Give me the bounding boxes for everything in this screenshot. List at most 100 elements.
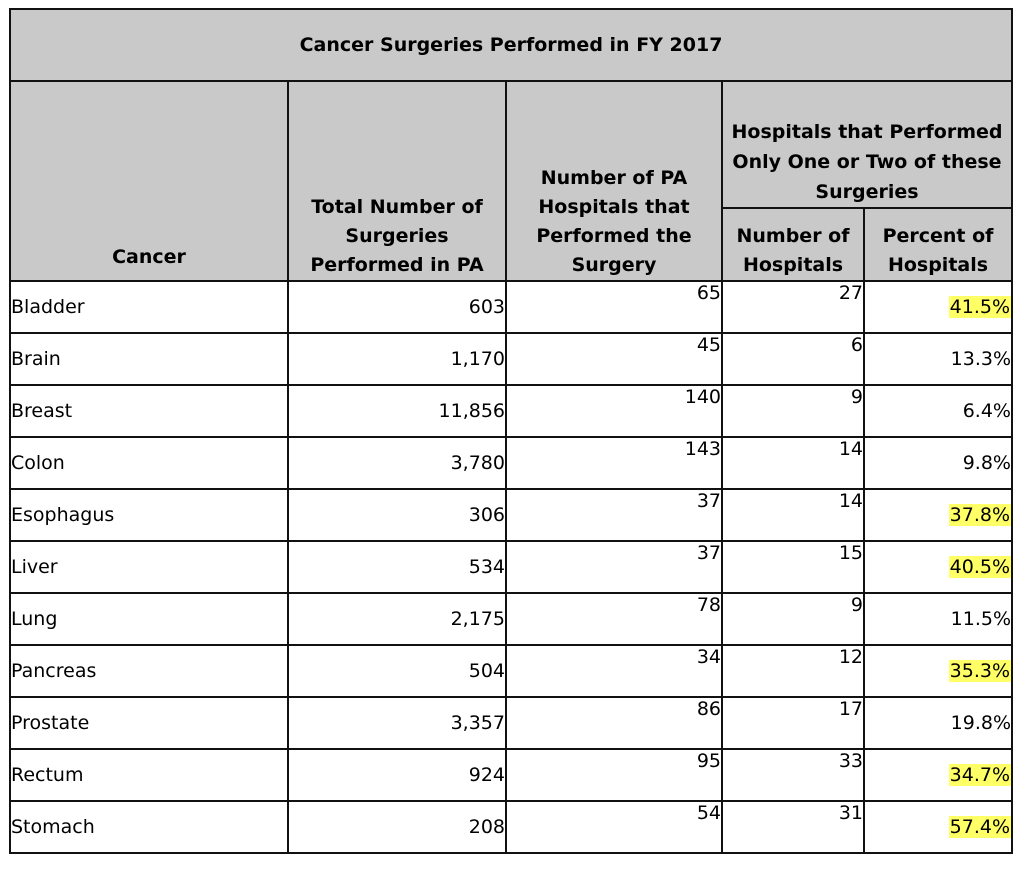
cell-cancer: Prostate bbox=[9, 696, 289, 750]
table-body: Bladder 603 65 27 41.5% Brain 1,170 45 6 13.3% Bre… bbox=[9, 280, 1013, 854]
cell-number-of-pa-hospitals: 34 bbox=[505, 644, 723, 698]
cell-cancer-text: Rectum bbox=[11, 764, 84, 786]
header-cancer: Cancer bbox=[9, 80, 289, 282]
cell-number-of-hospitals-text: 14 bbox=[838, 490, 863, 512]
cell-number-of-pa-hospitals-text: 45 bbox=[696, 334, 721, 356]
cell-number-of-hospitals: 14 bbox=[721, 436, 865, 490]
cell-total-surgeries-text: 3,780 bbox=[450, 452, 505, 474]
highlighted-percent: 41.5% bbox=[948, 296, 1011, 318]
cell-percent-of-hospitals: 11.5% bbox=[863, 592, 1013, 646]
cell-number-of-hospitals: 31 bbox=[721, 800, 865, 854]
cell-number-of-pa-hospitals: 86 bbox=[505, 696, 723, 750]
cell-cancer-text: Stomach bbox=[11, 816, 95, 838]
cell-percent-of-hospitals: 35.3% bbox=[863, 644, 1013, 698]
cell-percent-of-hospitals-text: 9.8% bbox=[962, 452, 1011, 474]
cell-percent-of-hospitals: 41.5% bbox=[863, 280, 1013, 334]
table-row: Liver 534 37 15 40.5% bbox=[9, 540, 1013, 594]
cell-number-of-pa-hospitals: 37 bbox=[505, 488, 723, 542]
cell-number-of-pa-hospitals-text: 143 bbox=[684, 438, 721, 460]
cell-total-surgeries: 3,357 bbox=[287, 696, 507, 750]
cell-number-of-pa-hospitals-text: 95 bbox=[696, 750, 721, 772]
cell-cancer: Stomach bbox=[9, 800, 289, 854]
cell-percent-of-hospitals-text: 19.8% bbox=[950, 712, 1011, 734]
cell-total-surgeries-text: 11,856 bbox=[438, 400, 505, 422]
cell-percent-of-hospitals: 57.4% bbox=[863, 800, 1013, 854]
cell-percent-of-hospitals: 19.8% bbox=[863, 696, 1013, 750]
header-number-of-hospitals-sub: Number of Hospitals bbox=[721, 207, 865, 282]
cell-number-of-hospitals-text: 6 bbox=[850, 334, 863, 356]
cell-percent-of-hospitals: 6.4% bbox=[863, 384, 1013, 438]
cell-cancer: Rectum bbox=[9, 748, 289, 802]
cell-number-of-pa-hospitals: 140 bbox=[505, 384, 723, 438]
cell-number-of-pa-hospitals-text: 37 bbox=[696, 542, 721, 564]
cell-number-of-hospitals: 9 bbox=[721, 592, 865, 646]
cell-total-surgeries: 603 bbox=[287, 280, 507, 334]
cell-number-of-pa-hospitals: 65 bbox=[505, 280, 723, 334]
cell-number-of-hospitals-text: 12 bbox=[838, 646, 863, 668]
cell-percent-of-hospitals-text: 6.4% bbox=[962, 400, 1011, 422]
cell-number-of-pa-hospitals: 143 bbox=[505, 436, 723, 490]
cell-number-of-hospitals: 6 bbox=[721, 332, 865, 386]
cell-cancer-text: Lung bbox=[11, 608, 58, 630]
highlighted-percent: 57.4% bbox=[948, 816, 1011, 838]
cell-cancer-text: Breast bbox=[11, 400, 73, 422]
table-row: Prostate 3,357 86 17 19.8% bbox=[9, 696, 1013, 750]
header-number-of-hospitals: Number of PA Hospitals that Performed th… bbox=[505, 80, 723, 282]
table-row: Stomach 208 54 31 57.4% bbox=[9, 800, 1013, 854]
cell-percent-of-hospitals: 13.3% bbox=[863, 332, 1013, 386]
cell-number-of-pa-hospitals: 45 bbox=[505, 332, 723, 386]
cell-number-of-hospitals-text: 9 bbox=[850, 386, 863, 408]
cell-number-of-pa-hospitals-text: 34 bbox=[696, 646, 721, 668]
cell-number-of-hospitals-text: 27 bbox=[838, 282, 863, 304]
table-row: Esophagus 306 37 14 37.8% bbox=[9, 488, 1013, 542]
cell-cancer-text: Prostate bbox=[11, 712, 90, 734]
cell-total-surgeries-text: 534 bbox=[468, 556, 505, 578]
cell-number-of-pa-hospitals-text: 78 bbox=[696, 594, 721, 616]
cell-total-surgeries-text: 208 bbox=[468, 816, 505, 838]
header-group-one-or-two: Hospitals that Performed Only One or Two… bbox=[721, 80, 1013, 209]
table-row: Breast 11,856 140 9 6.4% bbox=[9, 384, 1013, 438]
cell-cancer-text: Colon bbox=[11, 452, 65, 474]
header-percent-of-hospitals: Percent of Hospitals bbox=[863, 207, 1013, 282]
cell-cancer: Colon bbox=[9, 436, 289, 490]
highlighted-percent: 34.7% bbox=[948, 764, 1011, 786]
cell-cancer: Brain bbox=[9, 332, 289, 386]
cell-total-surgeries: 504 bbox=[287, 644, 507, 698]
cell-total-surgeries-text: 603 bbox=[468, 296, 505, 318]
cell-total-surgeries: 534 bbox=[287, 540, 507, 594]
cell-number-of-hospitals-text: 17 bbox=[838, 698, 863, 720]
cell-number-of-pa-hospitals-text: 54 bbox=[696, 802, 721, 824]
table-row: Brain 1,170 45 6 13.3% bbox=[9, 332, 1013, 386]
cell-percent-of-hospitals: 40.5% bbox=[863, 540, 1013, 594]
cell-cancer-text: Liver bbox=[11, 556, 58, 578]
cell-total-surgeries: 11,856 bbox=[287, 384, 507, 438]
cell-percent-of-hospitals: 34.7% bbox=[863, 748, 1013, 802]
cell-number-of-hospitals: 15 bbox=[721, 540, 865, 594]
cell-number-of-pa-hospitals-text: 140 bbox=[684, 386, 721, 408]
cell-percent-of-hospitals-text: 11.5% bbox=[950, 608, 1011, 630]
cancer-surgeries-table: Cancer Surgeries Performed in FY 2017 Ca… bbox=[9, 8, 1013, 854]
table-title: Cancer Surgeries Performed in FY 2017 bbox=[9, 8, 1013, 82]
cell-total-surgeries-text: 504 bbox=[468, 660, 505, 682]
cell-number-of-pa-hospitals: 54 bbox=[505, 800, 723, 854]
header-total-surgeries: Total Number of Surgeries Performed in P… bbox=[287, 80, 507, 282]
cell-cancer-text: Pancreas bbox=[11, 660, 97, 682]
table-row: Lung 2,175 78 9 11.5% bbox=[9, 592, 1013, 646]
cell-number-of-pa-hospitals-text: 65 bbox=[696, 282, 721, 304]
cell-number-of-hospitals-text: 33 bbox=[838, 750, 863, 772]
cell-number-of-pa-hospitals: 95 bbox=[505, 748, 723, 802]
cell-total-surgeries: 1,170 bbox=[287, 332, 507, 386]
highlighted-percent: 35.3% bbox=[948, 660, 1011, 682]
cell-number-of-pa-hospitals: 78 bbox=[505, 592, 723, 646]
cell-cancer: Esophagus bbox=[9, 488, 289, 542]
cell-percent-of-hospitals-text: 13.3% bbox=[950, 348, 1011, 370]
cell-number-of-hospitals-text: 9 bbox=[850, 594, 863, 616]
cell-number-of-hospitals: 33 bbox=[721, 748, 865, 802]
cell-number-of-hospitals: 27 bbox=[721, 280, 865, 334]
table-row: Pancreas 504 34 12 35.3% bbox=[9, 644, 1013, 698]
cell-total-surgeries-text: 3,357 bbox=[450, 712, 505, 734]
cell-cancer-text: Bladder bbox=[11, 296, 85, 318]
highlighted-percent: 40.5% bbox=[948, 556, 1011, 578]
cell-total-surgeries: 306 bbox=[287, 488, 507, 542]
cell-number-of-hospitals-text: 31 bbox=[838, 802, 863, 824]
